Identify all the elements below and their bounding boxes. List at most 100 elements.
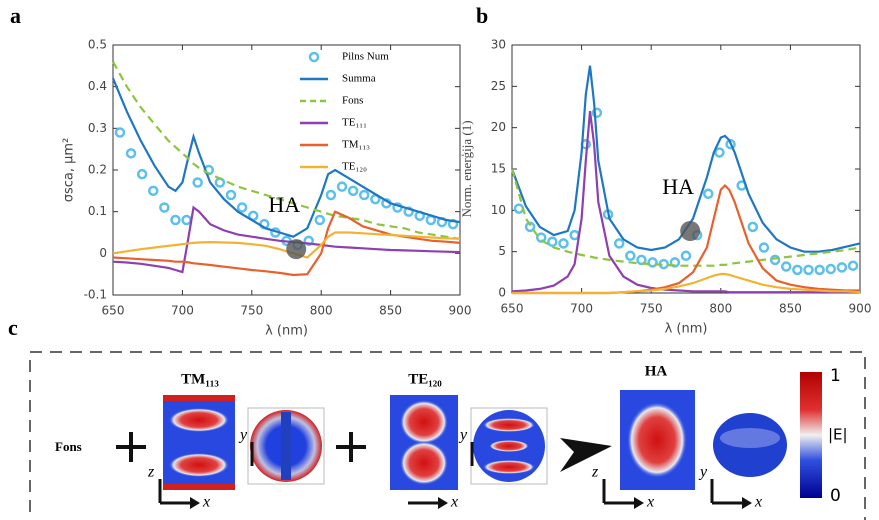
- series-line: [112, 231, 461, 259]
- field-map: [390, 395, 458, 490]
- annotation: HA: [662, 174, 694, 199]
- y-tick-label: -0.1: [84, 288, 107, 302]
- y-tick-label: 0.5: [88, 38, 107, 52]
- colorbar-label: |E|: [828, 426, 848, 444]
- highlight-point: [680, 221, 701, 241]
- field-map: [620, 390, 695, 490]
- y-tick-label: 15: [491, 162, 506, 176]
- x-axis-label: λ (nm): [665, 322, 708, 337]
- marker: [136, 168, 148, 180]
- highlight-point: [286, 239, 307, 260]
- marker: [569, 229, 580, 241]
- y-tick-label: 5: [498, 244, 506, 258]
- arrow: [560, 438, 612, 472]
- axis-letter: x: [646, 494, 654, 511]
- y-tick-label: 0.3: [88, 121, 107, 135]
- legend-label: TE₁₂₀: [342, 161, 367, 173]
- mode-title: TE₁₂₀: [408, 371, 442, 387]
- panel-label: a: [10, 3, 21, 28]
- axis-letter: x: [450, 494, 458, 511]
- mode-title: HA: [645, 363, 668, 379]
- y-tick-label: 0.2: [88, 163, 107, 177]
- marker: [847, 260, 859, 271]
- marker: [325, 189, 337, 201]
- series-line: [510, 65, 861, 253]
- mode-title: TM₁₁₃: [181, 371, 219, 387]
- series-line: [512, 272, 861, 295]
- field-map: [163, 395, 235, 490]
- marker: [170, 214, 181, 226]
- marker: [803, 264, 814, 276]
- marker: [725, 138, 736, 150]
- panel-label: b: [476, 3, 488, 28]
- plus: [336, 432, 366, 462]
- annotation: HA: [268, 192, 300, 217]
- x-tick-label: 700: [570, 302, 593, 316]
- x-tick-label: 750: [240, 304, 263, 318]
- y-tick-label: 20: [491, 120, 506, 134]
- marker: [347, 185, 359, 197]
- marker: [625, 250, 636, 262]
- x-tick-label: 650: [102, 304, 125, 318]
- axis-letter: y: [238, 427, 248, 444]
- marker: [236, 202, 248, 213]
- series-line: [112, 205, 461, 274]
- marker: [336, 181, 348, 192]
- panel-label: c: [8, 315, 18, 340]
- x-tick-label: 800: [709, 302, 732, 316]
- x-tick-label: 800: [310, 304, 333, 318]
- arrow-head: [742, 497, 752, 509]
- marker: [703, 188, 714, 200]
- marker: [513, 203, 525, 214]
- y-axis-label: Norm. enerģija (1): [459, 120, 474, 217]
- y-tick-label: 0: [498, 286, 506, 300]
- y-tick-label: 30: [491, 38, 506, 52]
- marker: [358, 189, 370, 201]
- y-tick-label: 0.1: [88, 204, 107, 218]
- marker: [792, 264, 803, 276]
- x-tick-label: 850: [379, 304, 402, 318]
- marker: [114, 127, 126, 138]
- marker: [558, 238, 569, 249]
- marker: [159, 202, 170, 213]
- marker: [125, 148, 137, 159]
- y-tick-label: 0.4: [88, 79, 107, 93]
- legend-label: TE₁₁₁: [342, 117, 367, 129]
- axis-letter: y: [698, 464, 708, 481]
- series-line: [112, 61, 461, 240]
- colorbar-label: 1: [830, 366, 841, 386]
- marker: [613, 238, 625, 249]
- x-tick-label: 850: [779, 302, 802, 316]
- legend-label: Pilns Num: [342, 51, 389, 63]
- marker: [181, 214, 192, 226]
- field-map: [247, 407, 325, 485]
- field-map: [713, 413, 787, 477]
- marker: [647, 257, 658, 268]
- marker: [314, 214, 326, 226]
- marker: [225, 189, 237, 201]
- marker: [747, 221, 759, 233]
- x-tick-label: 650: [501, 302, 524, 316]
- marker: [148, 185, 159, 197]
- marker: [836, 262, 848, 273]
- legend-label: TM₁₁₃: [342, 139, 370, 151]
- marker: [547, 236, 558, 247]
- arrow-head: [634, 497, 644, 509]
- colorbar: [800, 372, 822, 498]
- panel-c: Fons TM₁₁₃ TE₁₂₀ HA 1 |E| 0: [29, 351, 866, 520]
- marker: [814, 264, 825, 276]
- marker: [192, 177, 203, 188]
- plus: [116, 432, 146, 462]
- series-line: [511, 110, 860, 294]
- y-tick-label: 25: [491, 79, 506, 93]
- marker: [591, 107, 603, 119]
- x-axis-label: λ (nm): [265, 324, 308, 339]
- arrow-head: [190, 497, 200, 509]
- y-tick-label: 10: [491, 203, 506, 217]
- dashed-frame: [29, 351, 866, 520]
- legend-label: Summa: [342, 73, 376, 85]
- x-tick-label: 700: [171, 304, 194, 318]
- legend-marker: [308, 51, 320, 63]
- marker: [714, 147, 725, 158]
- plot-frame: [511, 44, 861, 294]
